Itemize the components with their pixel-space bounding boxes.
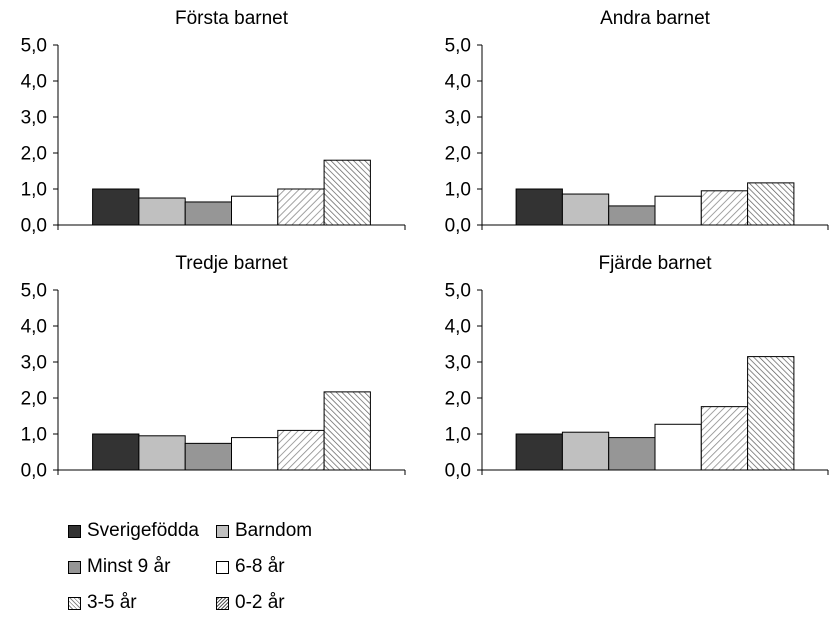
bar-sverigefödda — [515, 188, 563, 226]
y-tick-label: 0,0 — [21, 216, 47, 237]
legend-swatch — [216, 524, 229, 538]
y-tick-label: 2,0 — [21, 144, 47, 165]
y-tick-label: 5,0 — [21, 281, 47, 302]
y-tick-label: 3,0 — [445, 108, 471, 129]
legend-label: Minst 9 år — [87, 556, 171, 577]
legend-swatch — [68, 524, 81, 538]
bar-3-5-år — [700, 190, 749, 226]
chart-panel-1: Första barnet 0,0 1,0 2,0 3,0 4,0 5,0 — [21, 8, 406, 237]
y-tick-label: 5,0 — [445, 36, 471, 57]
chart-panel-4: Fjärde barnet 0,0 1,0 2,0 3,0 4,0 5,0 — [445, 253, 829, 482]
bar-barndom — [138, 197, 186, 226]
chart-panel-3: Tredje barnet 0,0 1,0 2,0 3,0 4,0 5,0 — [21, 253, 406, 482]
bar-6-8-år — [654, 423, 702, 471]
bar-sverigefödda — [92, 188, 140, 226]
y-tick-label: 1,0 — [21, 180, 47, 201]
bar-3-5-år — [700, 406, 749, 471]
legend-label: 3-5 år — [87, 592, 137, 613]
bar-sverigefödda — [92, 433, 140, 471]
bar-3-5-år — [277, 429, 325, 471]
bar-0-2-år — [323, 159, 371, 226]
y-tick-label: 5,0 — [21, 36, 47, 57]
y-tick-label: 5,0 — [445, 281, 471, 302]
legend-swatch — [216, 596, 229, 610]
bar-6-8-år — [654, 195, 702, 226]
chart-title: Första barnet — [175, 8, 289, 29]
bar-0-2-år — [747, 356, 795, 471]
y-tick-label: 2,0 — [21, 389, 47, 410]
y-tick-label: 4,0 — [445, 72, 471, 93]
legend-item-6-8-ar: 6-8 år — [216, 556, 285, 578]
bar-minst-9-år — [184, 442, 232, 471]
bar-barndom — [138, 435, 186, 471]
bar-minst-9-år — [184, 201, 232, 226]
legend-item-3-5-ar: 3-5 år — [68, 592, 137, 614]
legend-label: 6-8 år — [235, 556, 285, 577]
bar-0-2-år — [323, 391, 371, 471]
legend-label: Barndom — [235, 520, 313, 541]
y-tick-label: 3,0 — [21, 353, 47, 374]
y-tick-label: 2,0 — [445, 144, 471, 165]
chart-panel-2: Andra barnet 0,0 1,0 2,0 3,0 4,0 5,0 — [445, 8, 829, 237]
bar-minst-9-år — [608, 205, 656, 226]
legend-label: 0-2 år — [235, 592, 285, 613]
legend-swatch — [68, 560, 81, 574]
legend-label: Sverigefödda — [87, 520, 199, 541]
bar-3-5-år — [277, 188, 325, 226]
chart-title: Tredje barnet — [175, 253, 288, 274]
y-tick-label: 3,0 — [445, 353, 471, 374]
legend-item-sverigefodda: Sverigefödda — [68, 520, 199, 542]
bar-6-8-år — [231, 437, 279, 471]
y-tick-label: 3,0 — [21, 108, 47, 129]
legend-item-barndom: Barndom — [216, 520, 312, 542]
y-tick-label: 0,0 — [21, 461, 47, 482]
y-tick-label: 1,0 — [445, 180, 471, 201]
y-tick-label: 4,0 — [21, 317, 47, 338]
bar-minst-9-år — [608, 437, 656, 471]
bar-sverigefödda — [515, 433, 563, 471]
y-tick-label: 1,0 — [445, 425, 471, 446]
y-tick-label: 4,0 — [21, 72, 47, 93]
y-tick-label: 2,0 — [445, 389, 471, 410]
bar-6-8-år — [231, 195, 279, 226]
bar-barndom — [561, 431, 610, 471]
chart-title: Fjärde barnet — [598, 253, 712, 274]
legend-item-0-2-ar: 0-2 år — [216, 592, 285, 614]
y-tick-label: 0,0 — [445, 461, 471, 482]
legend-item-minst-9-ar: Minst 9 år — [68, 556, 170, 578]
legend-swatch — [68, 596, 81, 610]
y-tick-label: 1,0 — [21, 425, 47, 446]
bar-0-2-år — [747, 182, 795, 226]
bar-barndom — [561, 193, 610, 226]
legend-swatch — [216, 560, 229, 574]
y-tick-label: 0,0 — [445, 216, 471, 237]
chart-title: Andra barnet — [600, 8, 711, 29]
y-tick-label: 4,0 — [445, 317, 471, 338]
